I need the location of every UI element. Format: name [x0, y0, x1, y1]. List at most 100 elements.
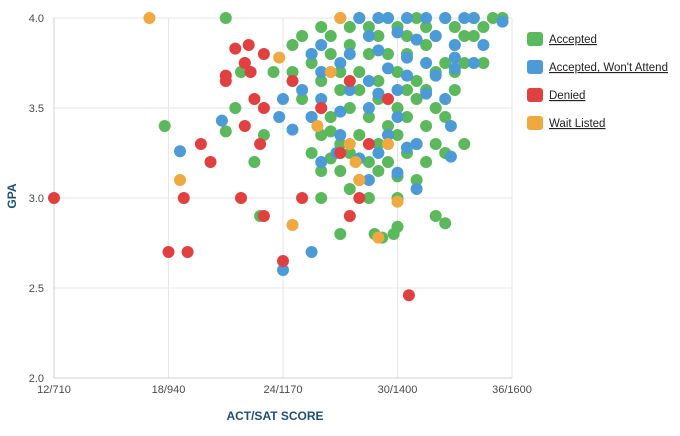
legend-label[interactable]: Accepted	[549, 34, 597, 46]
data-point-series-1	[286, 123, 299, 136]
data-point-series-1	[410, 33, 423, 46]
data-point-series-0	[235, 66, 247, 78]
legend-swatch	[527, 60, 543, 74]
data-point-series-0	[286, 66, 299, 78]
data-point-series-0	[334, 84, 347, 96]
data-point-series-1	[429, 30, 442, 42]
data-point-series-0	[324, 111, 337, 123]
data-point-series-1	[315, 156, 328, 168]
data-point-series-0	[458, 138, 471, 150]
data-point-series-1	[391, 166, 404, 179]
data-point-series-2	[343, 75, 356, 87]
data-point-series-2	[248, 93, 261, 105]
data-point-series-2	[48, 192, 60, 204]
y-tick-label: 2.5	[29, 283, 44, 295]
data-point-series-2	[343, 210, 356, 222]
data-point-series-1	[382, 12, 394, 24]
data-point-series-2	[238, 120, 251, 132]
data-point-series-0	[158, 120, 171, 132]
y-tick-label: 3.0	[29, 193, 44, 205]
data-point-series-2	[229, 42, 242, 55]
data-point-series-0	[305, 57, 318, 69]
data-point-series-0	[315, 192, 328, 204]
data-point-series-1	[362, 102, 375, 114]
data-point-series-1	[343, 84, 356, 96]
y-tick-label: 2.0	[29, 373, 44, 385]
data-point-series-0	[343, 183, 356, 195]
data-point-series-1	[444, 120, 457, 132]
data-point-series-0	[477, 21, 490, 33]
data-point-series-0	[362, 192, 375, 204]
data-point-series-0	[315, 21, 328, 33]
y-tick-label: 3.5	[29, 103, 44, 115]
data-point-series-1	[448, 62, 461, 75]
data-point-series-1	[401, 51, 413, 64]
data-point-series-0	[420, 156, 433, 168]
data-point-series-1	[429, 69, 442, 82]
data-point-series-0	[458, 57, 471, 69]
legend-label[interactable]: Wait Listed	[549, 118, 605, 130]
data-point-series-2	[257, 48, 270, 60]
data-point-series-1	[420, 57, 433, 69]
x-tick-label: 18/940	[152, 384, 186, 396]
data-point-series-3	[353, 174, 366, 186]
data-point-series-1	[174, 145, 186, 158]
data-point-series-3	[143, 12, 156, 24]
data-point-series-1	[353, 12, 366, 24]
data-point-series-0	[372, 30, 385, 42]
data-point-series-1	[305, 48, 318, 60]
data-point-series-1	[273, 111, 286, 123]
data-point-series-0	[362, 111, 375, 123]
data-point-series-0	[477, 57, 490, 69]
data-point-series-0	[324, 125, 337, 138]
data-point-series-0	[353, 84, 366, 96]
data-point-series-1	[372, 87, 385, 100]
data-point-series-0	[343, 147, 356, 159]
data-point-series-0	[401, 30, 413, 42]
data-point-series-2	[286, 75, 299, 87]
legend: Accepted Accepted, Won't Attend Denied Wait…	[527, 32, 668, 130]
data-point-series-0	[267, 66, 280, 78]
data-point-series-1	[305, 246, 318, 258]
y-axis-title: GPA	[5, 183, 19, 208]
data-point-series-2	[277, 255, 289, 267]
data-point-series-0	[410, 174, 423, 186]
data-point-series-2	[334, 147, 347, 159]
data-point-series-0	[420, 21, 433, 33]
data-point-series-2	[402, 289, 415, 302]
data-point-series-0	[448, 21, 461, 33]
data-point-series-1	[372, 147, 385, 159]
data-point-series-3	[343, 138, 356, 150]
data-point-series-0	[439, 217, 452, 230]
data-point-series-1	[382, 129, 394, 141]
data-point-series-1	[420, 87, 433, 100]
legend-label[interactable]: Denied	[549, 90, 585, 102]
data-point-series-1	[439, 12, 452, 24]
data-point-series-1	[372, 44, 385, 57]
data-point-series-1	[391, 84, 404, 96]
data-point-series-1	[382, 62, 394, 75]
data-point-series-1	[334, 129, 347, 141]
data-point-series-0	[420, 120, 433, 132]
data-point-series-1	[315, 93, 328, 105]
y-tick-labels: 2.0 2.5 3.0 3.5 4.0	[29, 13, 44, 385]
data-point-series-1	[362, 30, 375, 42]
data-point-series-0	[401, 111, 413, 123]
data-point-series-0	[410, 12, 423, 24]
data-point-series-2	[362, 138, 375, 150]
data-point-series-2	[238, 57, 251, 69]
data-point-series-1	[458, 12, 471, 24]
data-point-series-3	[273, 51, 286, 64]
data-point-series-1	[448, 51, 461, 64]
data-point-series-1	[315, 39, 328, 51]
data-point-series-0	[257, 129, 270, 141]
legend-label[interactable]: Accepted, Won't Attend	[549, 62, 668, 74]
data-point-series-0	[429, 102, 442, 114]
data-point-series-0	[429, 138, 442, 150]
data-point-series-0	[439, 111, 452, 123]
data-point-series-0	[286, 39, 299, 51]
data-point-series-0	[391, 102, 404, 114]
data-point-series-0	[229, 102, 242, 114]
data-point-series-0	[382, 120, 394, 132]
x-axis-title: ACT/SAT SCORE	[226, 409, 323, 423]
